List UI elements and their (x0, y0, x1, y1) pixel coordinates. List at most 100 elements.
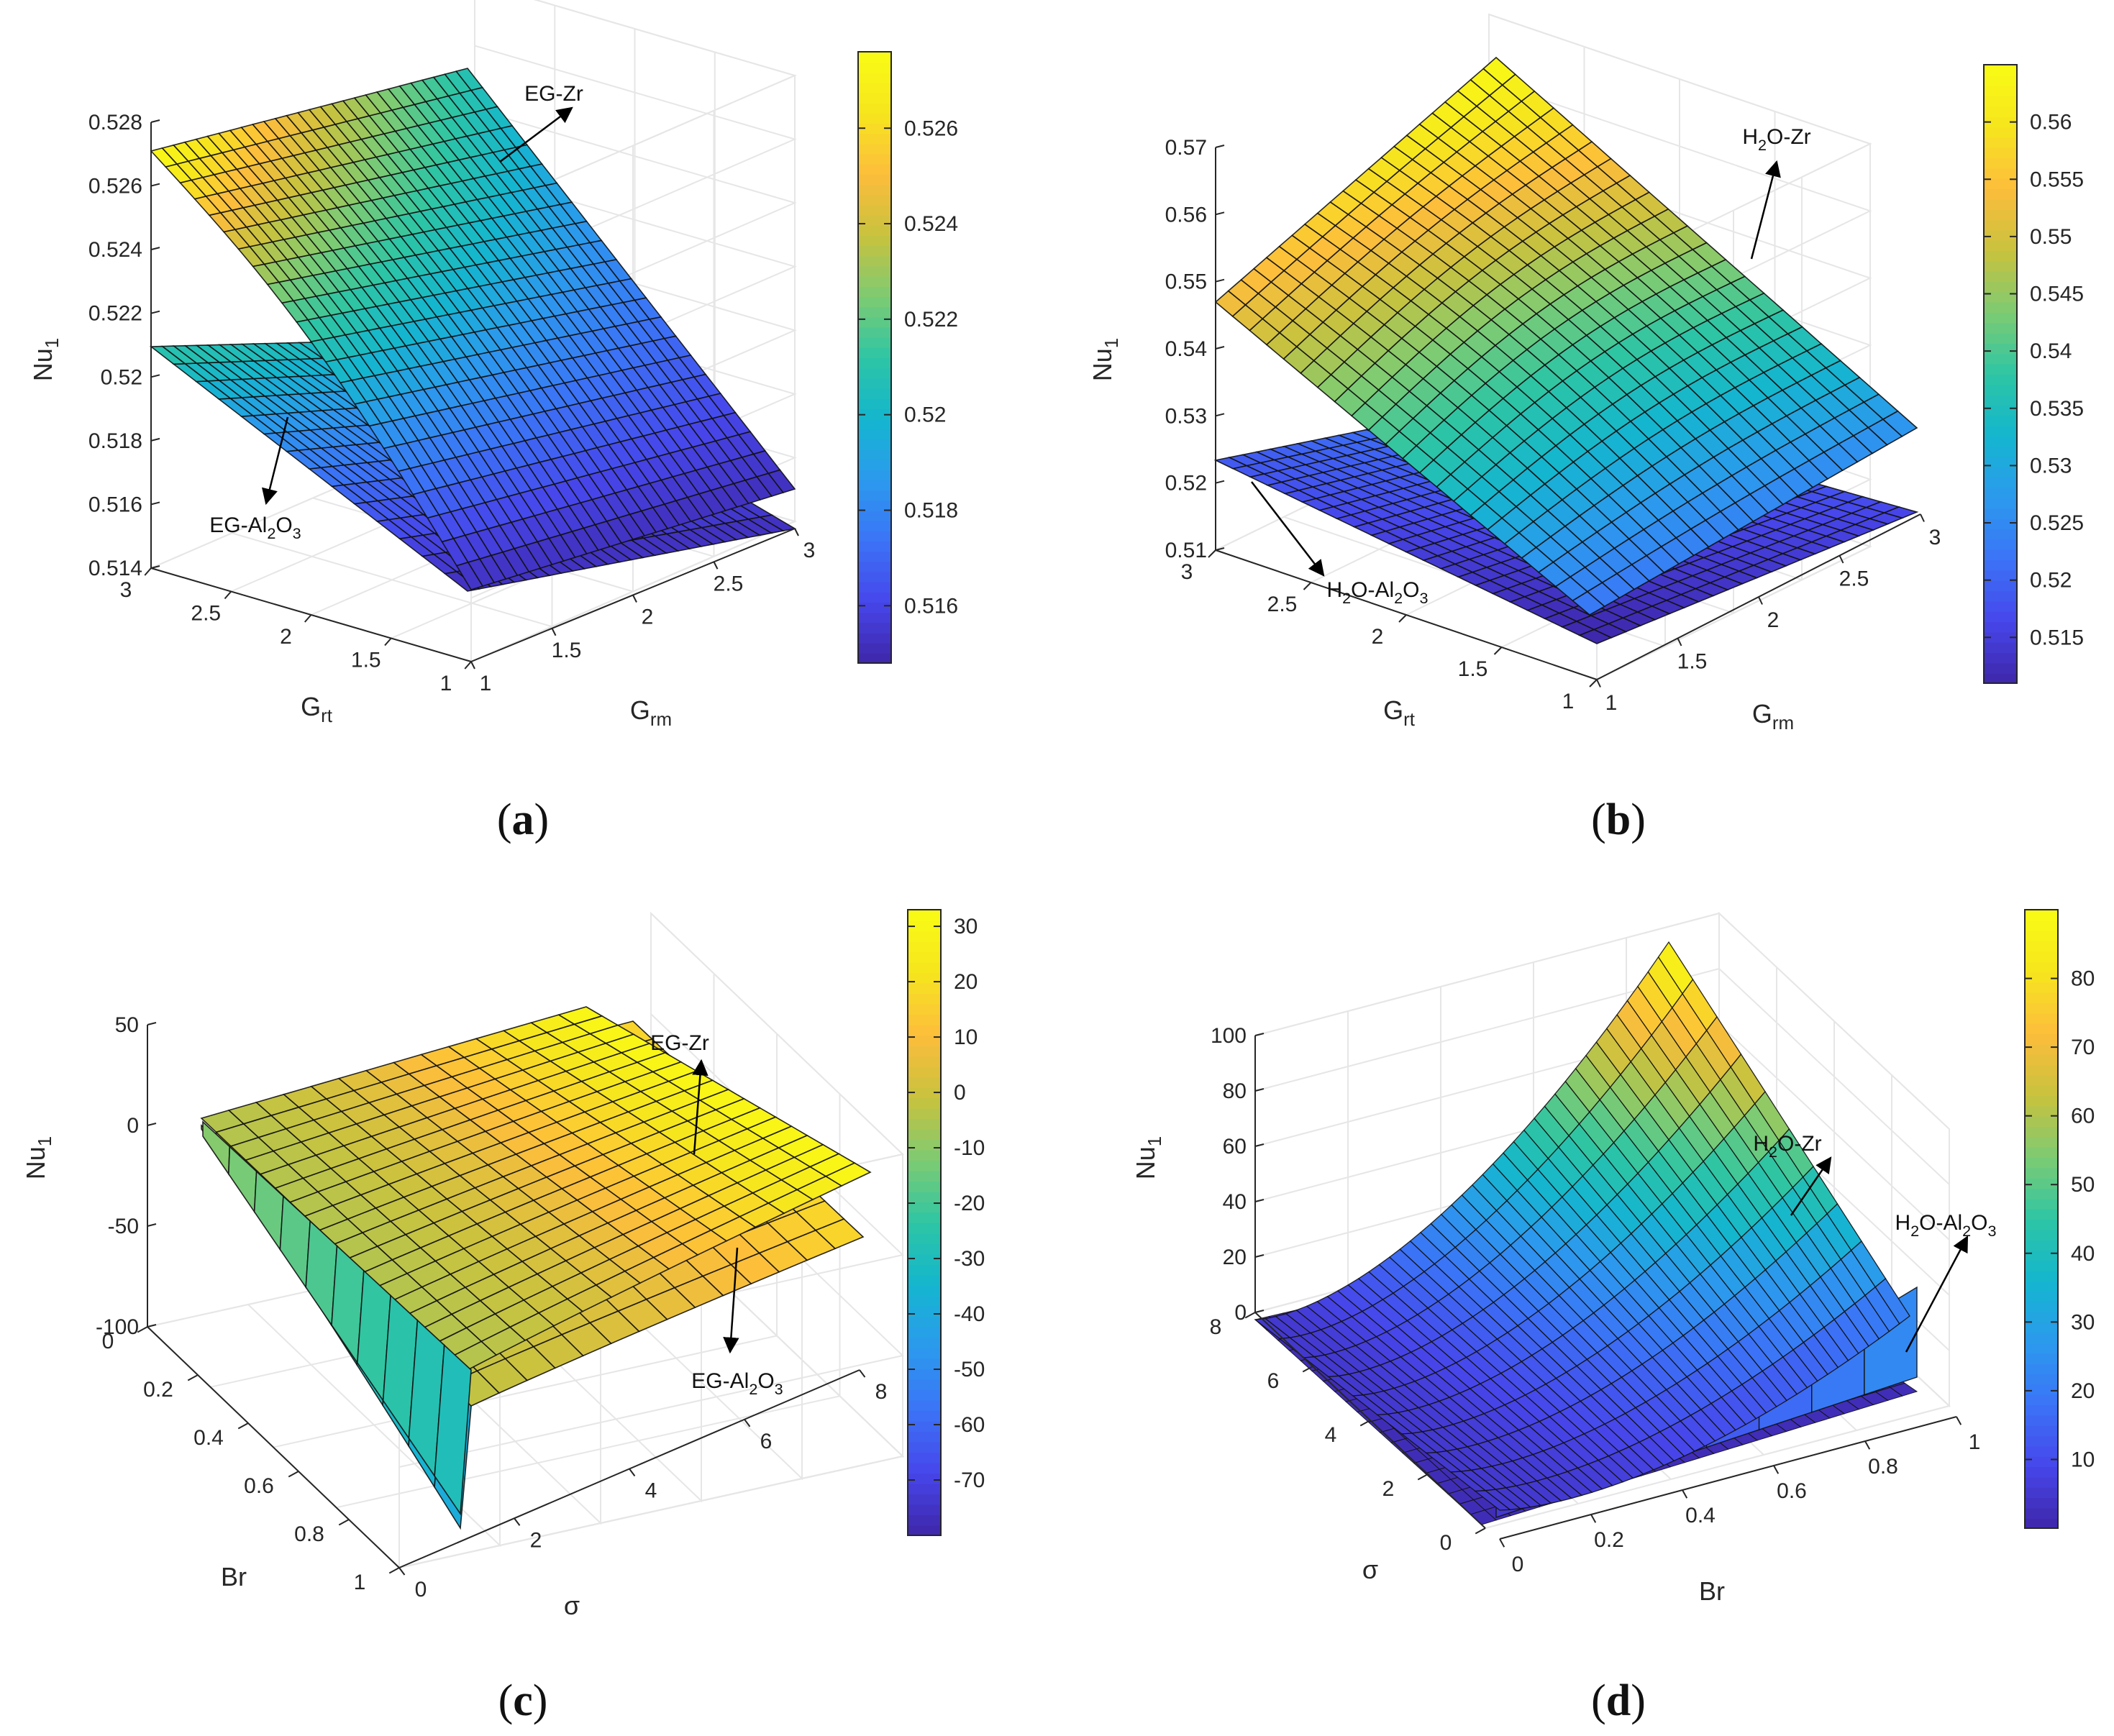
colorbar-tick-label: 0.526 (904, 117, 958, 140)
z-tick-label: 0.526 (88, 175, 142, 198)
colorbar-step (1984, 652, 2017, 664)
x-tick-label: 1 (1605, 691, 1618, 715)
colorbar-step (2025, 1363, 2058, 1374)
annotation-EG-Zr: EG-Zr (524, 82, 583, 106)
annotation-H2O-Al2O3-part: 2 (1342, 589, 1351, 607)
z-tick (150, 437, 160, 442)
caption-letter: a (512, 795, 534, 844)
colorbar-step (2025, 1054, 2058, 1065)
colorbar-step (2025, 1486, 2058, 1498)
colorbar-step (1984, 590, 2017, 602)
colorbar-tick-label: 0 (954, 1081, 966, 1105)
caption-paren: ( (497, 795, 512, 844)
x-tick-label: 0.6 (1777, 1479, 1807, 1503)
x-tick-label: 2 (530, 1528, 542, 1552)
colorbar-step (2025, 1229, 2058, 1241)
z-tick-label: 0.518 (88, 429, 142, 453)
colorbar-step (858, 459, 891, 470)
annotation-H2O-Al2O3-part: O-Al (1919, 1211, 1962, 1235)
z-axis-label: Nu1 (28, 338, 63, 381)
y-axis-label: Grt (1383, 695, 1416, 730)
y-tick-label: 2.5 (1267, 593, 1298, 616)
colorbar-tick-label: -60 (954, 1413, 985, 1437)
z-tick (1215, 413, 1225, 417)
z-tick-label: 0 (1234, 1301, 1247, 1325)
colorbar-step (2025, 951, 2058, 962)
colorbar-step (2025, 1517, 2058, 1529)
panel-a: 0.5140.5160.5180.520.5220.5240.5260.5281… (28, 0, 958, 844)
colorbar-step (1984, 96, 2017, 107)
annotation-EG-Al2O3-part: 3 (293, 524, 301, 542)
colorbar-step (2025, 1033, 2058, 1045)
y-tick-label: 2 (280, 625, 292, 649)
colorbar-step (1984, 65, 2017, 76)
x-tick-label: 3 (1929, 526, 1941, 549)
annotation-EG-Zr: EG-Zr (650, 1031, 709, 1055)
y-tick-label: 0.4 (193, 1426, 224, 1450)
annotation-H2O-Zr-part: 2 (1769, 1143, 1777, 1161)
caption-paren: ) (1631, 795, 1646, 844)
colorbar-step (1984, 508, 2017, 519)
colorbar-step (908, 1316, 941, 1328)
x-tick (794, 528, 799, 536)
z-tick-label: 0.516 (88, 493, 142, 516)
colorbar-step (908, 961, 941, 973)
y-tick (144, 567, 152, 576)
z-tick-label: -50 (108, 1215, 139, 1238)
colorbar-step (908, 1264, 941, 1276)
colorbar-step (858, 398, 891, 409)
colorbar-step (858, 541, 891, 552)
colorbar-step (858, 316, 891, 328)
colorbar-step (908, 1128, 941, 1140)
x-tick-label: 2 (642, 606, 654, 629)
z-tick (150, 565, 160, 569)
z-axis-label-part: Nu (1088, 348, 1117, 381)
colorbar-step (858, 174, 891, 186)
colorbar-step (2025, 1115, 2058, 1127)
colorbar-step (1984, 415, 2017, 426)
colorbar-step (908, 1295, 941, 1307)
colorbar-tick-label: -10 (954, 1136, 985, 1160)
colorbar-step (908, 1504, 941, 1515)
annotation-arrow (1251, 481, 1325, 577)
x-tick-label: 0.4 (1685, 1504, 1716, 1527)
colorbar-step (908, 951, 941, 963)
colorbar-step (2025, 1146, 2058, 1158)
colorbar-step (2025, 1332, 2058, 1343)
colorbar-step (1984, 75, 2017, 86)
annotation-EG-Al2O3: EG-Al2O3 (209, 513, 301, 542)
colorbar-tick-label: 0.53 (2030, 454, 2072, 478)
axes-a: 0.514 0.516 0.518 0.52 0.522 0.524 0.526 0.528 1… (28, 111, 815, 730)
y-axis-label: Grt (301, 692, 333, 726)
colorbar-tick-label: 0.545 (2030, 283, 2084, 306)
colorbar-step (1984, 549, 2017, 560)
colorbar-step (858, 490, 891, 501)
annotation-H2O-Al2O3-part: 2 (1962, 1222, 1971, 1240)
annotation-EG-Al2O3-part: EG-Al (209, 513, 267, 537)
caption-d: (d) (1591, 1676, 1646, 1725)
x-axis-label: Br (1699, 1576, 1725, 1606)
colorbar-tick-label: 40 (2071, 1242, 2095, 1266)
z-tick (150, 119, 160, 123)
y-tick-label: 2 (1372, 625, 1384, 649)
x-axis-label: Grm (630, 695, 672, 730)
colorbar-step (2025, 1466, 2058, 1478)
colorbar-step (2025, 1312, 2058, 1323)
colorbar-tick-label: 60 (2071, 1105, 2095, 1128)
y-axis-label-part: rt (321, 706, 333, 726)
y-tick (1208, 549, 1216, 558)
colorbar-step (858, 571, 891, 583)
y-axis-label-part: rt (1403, 710, 1416, 730)
colorbar-step (908, 1379, 941, 1390)
z-axis-label-part: Nu (1131, 1146, 1160, 1179)
z-tick (150, 183, 160, 187)
colorbar-step (2025, 982, 2058, 993)
x-tick-label: 1.5 (552, 639, 582, 662)
annotation-EG-Al2O3-part: 2 (749, 1380, 757, 1398)
x-tick-label: 0 (415, 1578, 427, 1602)
colorbar-step (908, 1107, 941, 1119)
caption-a: (a) (497, 795, 549, 844)
colorbar-tick-label: 30 (954, 915, 978, 938)
x-axis-label-part: rm (650, 710, 672, 730)
z-tick-label: 0 (127, 1114, 139, 1138)
